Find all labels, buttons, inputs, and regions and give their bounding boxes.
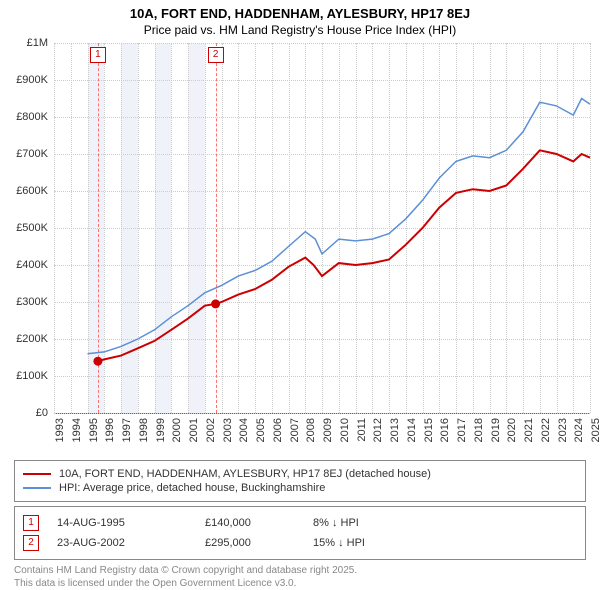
y-axis-label: £600K xyxy=(4,185,48,197)
series-price_paid xyxy=(98,150,590,361)
x-axis-label: 1993 xyxy=(54,418,66,442)
x-axis-label: 2011 xyxy=(356,418,368,442)
x-axis-label: 1996 xyxy=(104,418,116,442)
x-axis-label: 2010 xyxy=(339,418,351,442)
event-dot xyxy=(94,357,102,365)
x-axis-label: 2024 xyxy=(573,418,585,442)
event-marker-box: 2 xyxy=(23,535,39,551)
x-axis-label: 2000 xyxy=(171,418,183,442)
event-row: 2 23-AUG-2002 £295,000 15% ↓ HPI xyxy=(23,533,577,553)
chart-subtitle: Price paid vs. HM Land Registry's House … xyxy=(0,21,600,43)
x-axis-label: 2001 xyxy=(188,418,200,442)
y-axis-label: £1M xyxy=(4,37,48,49)
y-axis-label: £100K xyxy=(4,370,48,382)
event-diff: 8% ↓ HPI xyxy=(313,517,423,529)
legend-row: HPI: Average price, detached house, Buck… xyxy=(23,481,577,495)
y-axis-label: £900K xyxy=(4,74,48,86)
x-axis-label: 2003 xyxy=(222,418,234,442)
chart-plot-area: £0£100K£200K£300K£400K£500K£600K£700K£80… xyxy=(54,43,590,414)
event-dot xyxy=(212,300,220,308)
x-axis-label: 2015 xyxy=(423,418,435,442)
x-axis-label: 1998 xyxy=(138,418,150,442)
x-axis-label: 1997 xyxy=(121,418,133,442)
x-axis-label: 2006 xyxy=(272,418,284,442)
x-axis-label: 2019 xyxy=(490,418,502,442)
event-diff: 15% ↓ HPI xyxy=(313,537,423,549)
x-axis-label: 2020 xyxy=(506,418,518,442)
chart-lines xyxy=(54,43,590,413)
x-axis-labels: 1993 1994 1995 1996 1997 1998 1999 2000 2001 2002… xyxy=(54,414,590,454)
events-table: 1 14-AUG-1995 £140,000 8% ↓ HPI 2 23-AUG… xyxy=(14,506,586,560)
legend-label: HPI: Average price, detached house, Buck… xyxy=(59,482,325,494)
x-axis-label: 2013 xyxy=(389,418,401,442)
event-row: 1 14-AUG-1995 £140,000 8% ↓ HPI xyxy=(23,513,577,533)
x-axis-label: 2023 xyxy=(557,418,569,442)
x-axis-label: 2004 xyxy=(238,418,250,442)
y-axis-label: £800K xyxy=(4,111,48,123)
series-hpi xyxy=(88,99,591,354)
y-axis-label: £300K xyxy=(4,296,48,308)
x-axis-label: 1995 xyxy=(88,418,100,442)
legend-box: 10A, FORT END, HADDENHAM, AYLESBURY, HP1… xyxy=(14,460,586,502)
x-axis-label: 2007 xyxy=(289,418,301,442)
x-axis-label: 2021 xyxy=(523,418,535,442)
event-price: £140,000 xyxy=(205,517,295,529)
legend-swatch xyxy=(23,487,51,489)
event-price: £295,000 xyxy=(205,537,295,549)
x-axis-label: 2002 xyxy=(205,418,217,442)
x-axis-label: 2018 xyxy=(473,418,485,442)
x-axis-label: 2012 xyxy=(372,418,384,442)
x-axis-label: 2022 xyxy=(540,418,552,442)
x-axis-label: 2016 xyxy=(439,418,451,442)
x-axis-label: 2008 xyxy=(305,418,317,442)
x-axis-label: 1994 xyxy=(71,418,83,442)
legend-row: 10A, FORT END, HADDENHAM, AYLESBURY, HP1… xyxy=(23,467,577,481)
event-date: 23-AUG-2002 xyxy=(57,537,187,549)
gridline-v xyxy=(590,43,591,413)
y-axis-label: £500K xyxy=(4,222,48,234)
y-axis-label: £0 xyxy=(4,407,48,419)
x-axis-label: 2025 xyxy=(590,418,600,442)
x-axis-label: 1999 xyxy=(155,418,167,442)
x-axis-label: 2017 xyxy=(456,418,468,442)
x-axis-label: 2009 xyxy=(322,418,334,442)
y-axis-label: £700K xyxy=(4,148,48,160)
footer-line: Contains HM Land Registry data © Crown c… xyxy=(14,564,586,577)
chart-container: 10A, FORT END, HADDENHAM, AYLESBURY, HP1… xyxy=(0,0,600,560)
chart-title: 10A, FORT END, HADDENHAM, AYLESBURY, HP1… xyxy=(0,0,600,21)
event-marker-box: 1 xyxy=(23,515,39,531)
footer-attribution: Contains HM Land Registry data © Crown c… xyxy=(14,564,586,590)
x-axis-label: 2014 xyxy=(406,418,418,442)
y-axis-label: £400K xyxy=(4,259,48,271)
event-date: 14-AUG-1995 xyxy=(57,517,187,529)
legend-swatch xyxy=(23,473,51,475)
y-axis-label: £200K xyxy=(4,333,48,345)
legend-label: 10A, FORT END, HADDENHAM, AYLESBURY, HP1… xyxy=(59,468,431,480)
x-axis-label: 2005 xyxy=(255,418,267,442)
footer-line: This data is licensed under the Open Gov… xyxy=(14,577,586,590)
